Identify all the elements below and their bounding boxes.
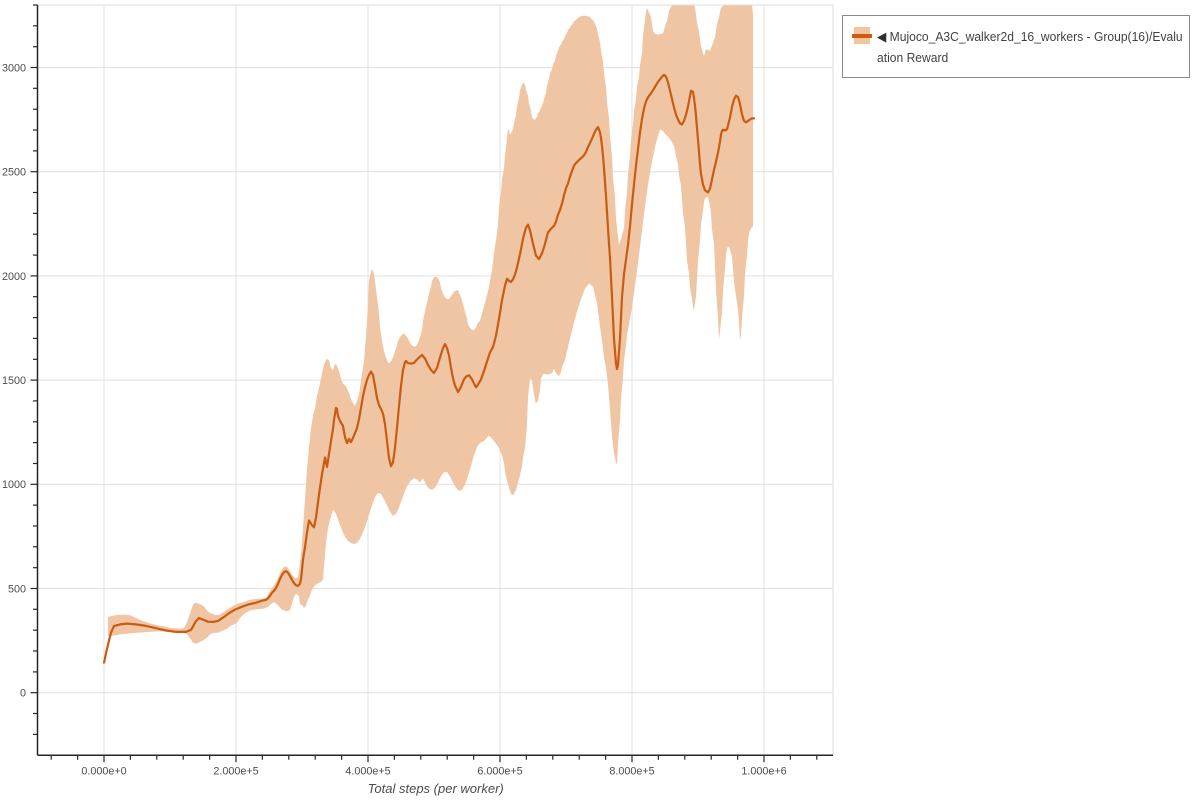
svg-text:2000: 2000 (2, 271, 26, 283)
svg-text:1500: 1500 (2, 375, 26, 387)
svg-text:0: 0 (20, 688, 26, 700)
svg-text:8.000e+5: 8.000e+5 (609, 766, 654, 778)
svg-text:0.000e+0: 0.000e+0 (81, 766, 126, 778)
svg-text:2.000e+5: 2.000e+5 (213, 766, 258, 778)
svg-text:500: 500 (8, 583, 26, 595)
svg-text:1000: 1000 (2, 479, 26, 491)
svg-text:Total steps (per worker): Total steps (per worker) (368, 781, 504, 796)
svg-text:1.000e+6: 1.000e+6 (741, 766, 786, 778)
svg-text:3000: 3000 (2, 62, 26, 74)
svg-text:6.000e+5: 6.000e+5 (477, 766, 522, 778)
svg-text:4.000e+5: 4.000e+5 (345, 766, 390, 778)
svg-text:2500: 2500 (2, 167, 26, 179)
